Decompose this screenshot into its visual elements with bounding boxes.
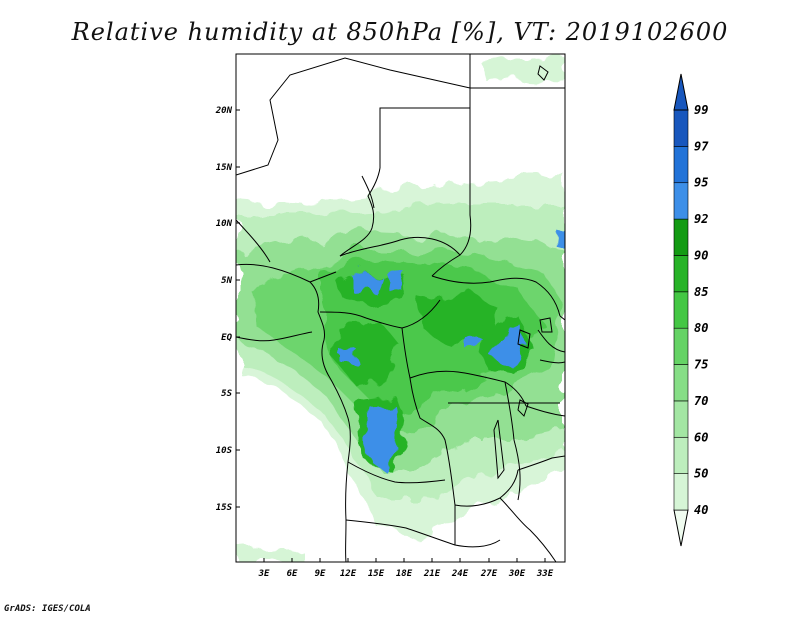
map-frame [235,53,566,563]
colorbar-label: 90 [694,248,708,262]
lon-label: 33E [536,569,554,579]
colorbar-label: 80 [694,321,708,335]
colorbar: 40 50 60 70 75 80 85 90 92 95 97 99 [673,73,709,547]
colorbar-label: 95 [694,176,708,190]
colorbar-label: 97 [694,139,709,153]
humidity-band-95 [368,402,396,470]
lon-label: 30E [508,569,526,579]
colorbar-over-triangle [673,73,689,111]
humidity-band-95 [468,338,482,352]
latitude-axis: 20N 15N 10N 5N EQ 5S 10S 15S [215,106,240,513]
humidity-band-95 [385,272,408,290]
lat-label: 5S [221,389,232,399]
lon-label: 9E [315,569,326,579]
colorbar-label: 50 [694,467,708,481]
lon-label: 6E [287,569,298,579]
colorbar-segment [673,473,689,511]
colorbar-segment [673,364,689,402]
colorbar-segment [673,436,689,474]
humidity-band-95 [340,348,356,362]
lon-label: 15E [368,569,385,579]
humidity-band-outer [480,58,565,82]
country-borders [236,54,565,562]
lon-label: 18E [396,569,413,579]
colorbar-label: 92 [694,212,708,226]
chart-title: Relative humidity at 850hPa [%], VT: 201… [71,18,729,46]
colorbar-segment [673,109,689,147]
lon-label: 27E [480,569,498,579]
humidity-band-95 [352,272,378,292]
colorbar-label: 99 [694,103,708,117]
colorbar-label: 75 [694,358,708,372]
lon-label: 12E [340,569,357,579]
longitude-axis: 3E 6E 9E 12E 15E 18E 21E 24E 27E 30E 33E [258,558,554,579]
lon-label: 21E [423,569,441,579]
humidity-band-outer [236,548,300,562]
colorbar-segment [673,182,689,220]
colorbar-label: 70 [694,394,708,408]
humidity-band-95 [555,226,565,246]
credit-text: GrADS: IGES/COLA [4,604,91,614]
colorbar-segment [673,400,689,438]
lon-label: 24E [451,569,469,579]
colorbar-under-triangle [673,509,689,547]
humidity-band-90 [420,290,500,345]
colorbar-label: 40 [694,503,708,517]
colorbar-segment [673,255,689,293]
humidity-band-90 [335,322,400,385]
lon-label: 3E [258,569,270,579]
lat-label: 15S [216,503,233,513]
colorbar-label: 60 [694,430,708,444]
colorbar-segment [673,218,689,256]
lat-label: 10N [216,219,233,229]
colorbar-segment [673,146,689,184]
lat-label: 20N [215,106,233,116]
humidity-field [236,54,565,562]
lat-label: 10S [216,446,233,456]
colorbar-segment [673,327,689,365]
lat-label: EQ [221,333,232,343]
lat-label: 15N [216,163,233,173]
colorbar-label: 85 [694,285,708,299]
lat-label: 5N [221,276,232,286]
colorbar-segment [673,291,689,329]
